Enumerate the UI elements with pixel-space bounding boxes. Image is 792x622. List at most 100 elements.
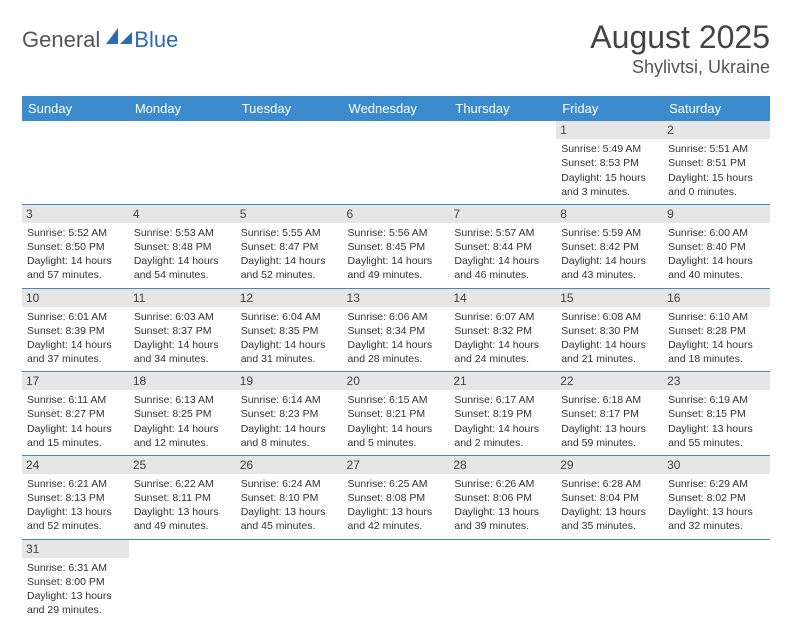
sunrise-text: Sunrise: 5:49 AM — [561, 142, 658, 156]
calendar-cell — [663, 539, 770, 622]
sunrise-text: Sunrise: 6:28 AM — [561, 477, 658, 491]
day-info: Sunrise: 6:22 AMSunset: 8:11 PMDaylight:… — [134, 477, 231, 534]
day-info: Sunrise: 6:00 AMSunset: 8:40 PMDaylight:… — [668, 226, 765, 283]
day-info: Sunrise: 6:18 AMSunset: 8:17 PMDaylight:… — [561, 393, 658, 450]
calendar-cell: 25 Sunrise: 6:22 AMSunset: 8:11 PMDayligh… — [129, 455, 236, 539]
calendar-cell: 11Sunrise: 6:03 AMSunset: 8:37 PMDayligh… — [129, 288, 236, 372]
sunrise-text: Sunrise: 6:31 AM — [27, 561, 124, 575]
sunset-text: Sunset: 8:21 PM — [348, 407, 445, 421]
sunset-text: Sunset: 8:32 PM — [454, 324, 551, 338]
sunrise-text: Sunrise: 6:29 AM — [668, 477, 765, 491]
sunset-text: Sunset: 8:15 PM — [668, 407, 765, 421]
sunrise-text: Sunrise: 6:24 AM — [241, 477, 338, 491]
daylight-text: Daylight: 14 hours — [27, 254, 124, 268]
daylight-text: and 34 minutes. — [134, 352, 231, 366]
daylight-text: and 15 minutes. — [27, 436, 124, 450]
daylight-text: Daylight: 14 hours — [454, 422, 551, 436]
sunrise-text: Sunrise: 6:18 AM — [561, 393, 658, 407]
day-number: 18 — [129, 372, 236, 390]
daylight-text: and 52 minutes. — [27, 519, 124, 533]
calendar-cell: 7Sunrise: 5:57 AMSunset: 8:44 PMDaylight… — [449, 204, 556, 288]
day-number: 9 — [663, 205, 770, 223]
daylight-text: and 59 minutes. — [561, 436, 658, 450]
sunrise-text: Sunrise: 5:59 AM — [561, 226, 658, 240]
sunset-text: Sunset: 8:06 PM — [454, 491, 551, 505]
sunset-text: Sunset: 8:13 PM — [27, 491, 124, 505]
calendar-cell — [22, 121, 129, 204]
daylight-text: Daylight: 15 hours — [561, 171, 658, 185]
daylight-text: and 32 minutes. — [668, 519, 765, 533]
sunset-text: Sunset: 8:39 PM — [27, 324, 124, 338]
day-number: 8 — [556, 205, 663, 223]
sunrise-text: Sunrise: 6:25 AM — [348, 477, 445, 491]
sunrise-text: Sunrise: 6:13 AM — [134, 393, 231, 407]
calendar-cell — [343, 539, 450, 622]
day-number: 7 — [449, 205, 556, 223]
calendar-cell: 13Sunrise: 6:06 AMSunset: 8:34 PMDayligh… — [343, 288, 450, 372]
daylight-text: Daylight: 15 hours — [668, 171, 765, 185]
day-number: 29 — [556, 456, 663, 474]
brand-logo: General Blue — [22, 26, 178, 53]
sunset-text: Sunset: 8:11 PM — [134, 491, 231, 505]
daylight-text: and 52 minutes. — [241, 268, 338, 282]
daylight-text: Daylight: 13 hours — [134, 505, 231, 519]
day-header: Thursday — [449, 96, 556, 121]
day-header: Friday — [556, 96, 663, 121]
daylight-text: Daylight: 14 hours — [561, 254, 658, 268]
day-number: 23 — [663, 372, 770, 390]
sunset-text: Sunset: 8:53 PM — [561, 156, 658, 170]
calendar-cell: 22 Sunrise: 6:18 AMSunset: 8:17 PMDayligh… — [556, 372, 663, 456]
day-info: Sunrise: 6:25 AMSunset: 8:08 PMDaylight:… — [348, 477, 445, 534]
sunset-text: Sunset: 8:47 PM — [241, 240, 338, 254]
sunrise-text: Sunrise: 6:07 AM — [454, 310, 551, 324]
sunrise-text: Sunrise: 6:00 AM — [668, 226, 765, 240]
calendar-cell — [556, 539, 663, 622]
daylight-text: Daylight: 14 hours — [454, 338, 551, 352]
daylight-text: and 35 minutes. — [561, 519, 658, 533]
sunset-text: Sunset: 8:30 PM — [561, 324, 658, 338]
daylight-text: Daylight: 14 hours — [241, 254, 338, 268]
day-info: Sunrise: 6:07 AMSunset: 8:32 PMDaylight:… — [454, 310, 551, 367]
calendar-cell: 26Sunrise: 6:24 AMSunset: 8:10 PMDayligh… — [236, 455, 343, 539]
sunrise-text: Sunrise: 6:17 AM — [454, 393, 551, 407]
sunset-text: Sunset: 8:25 PM — [134, 407, 231, 421]
calendar-cell: 4Sunrise: 5:53 AMSunset: 8:48 PMDaylight… — [129, 204, 236, 288]
day-info: Sunrise: 5:55 AMSunset: 8:47 PMDaylight:… — [241, 226, 338, 283]
sunset-text: Sunset: 8:02 PM — [668, 491, 765, 505]
day-number: 22 — [556, 372, 663, 390]
calendar-cell — [129, 121, 236, 204]
day-number: 12 — [236, 289, 343, 307]
day-number: 25 — [129, 456, 236, 474]
sunrise-text: Sunrise: 6:21 AM — [27, 477, 124, 491]
sunrise-text: Sunrise: 6:04 AM — [241, 310, 338, 324]
daylight-text: and 3 minutes. — [561, 185, 658, 199]
sunset-text: Sunset: 8:34 PM — [348, 324, 445, 338]
day-info: Sunrise: 6:01 AMSunset: 8:39 PMDaylight:… — [27, 310, 124, 367]
sunset-text: Sunset: 8:51 PM — [668, 156, 765, 170]
day-number: 24 — [22, 456, 129, 474]
sunrise-text: Sunrise: 6:08 AM — [561, 310, 658, 324]
sunset-text: Sunset: 8:37 PM — [134, 324, 231, 338]
calendar-cell: 24Sunrise: 6:21 AMSunset: 8:13 PMDayligh… — [22, 455, 129, 539]
calendar-table: Sunday Monday Tuesday Wednesday Thursday… — [22, 96, 770, 622]
daylight-text: and 49 minutes. — [348, 268, 445, 282]
daylight-text: and 46 minutes. — [454, 268, 551, 282]
day-header: Sunday — [22, 96, 129, 121]
daylight-text: Daylight: 14 hours — [241, 422, 338, 436]
brand-part1: General — [22, 27, 100, 53]
day-number: 28 — [449, 456, 556, 474]
day-header: Wednesday — [343, 96, 450, 121]
sunrise-text: Sunrise: 6:19 AM — [668, 393, 765, 407]
daylight-text: and 18 minutes. — [668, 352, 765, 366]
calendar-cell: 30Sunrise: 6:29 AMSunset: 8:02 PMDayligh… — [663, 455, 770, 539]
daylight-text: and 42 minutes. — [348, 519, 445, 533]
daylight-text: and 57 minutes. — [27, 268, 124, 282]
day-info: Sunrise: 6:10 AMSunset: 8:28 PMDaylight:… — [668, 310, 765, 367]
calendar-week-row: 3Sunrise: 5:52 AMSunset: 8:50 PMDaylight… — [22, 204, 770, 288]
header: General Blue August 2025 Shylivtsi, Ukra… — [22, 20, 770, 78]
daylight-text: Daylight: 13 hours — [454, 505, 551, 519]
day-number: 20 — [343, 372, 450, 390]
calendar-week-row: 1Sunrise: 5:49 AMSunset: 8:53 PMDaylight… — [22, 121, 770, 204]
calendar-cell: 17Sunrise: 6:11 AMSunset: 8:27 PMDayligh… — [22, 372, 129, 456]
daylight-text: Daylight: 14 hours — [27, 338, 124, 352]
